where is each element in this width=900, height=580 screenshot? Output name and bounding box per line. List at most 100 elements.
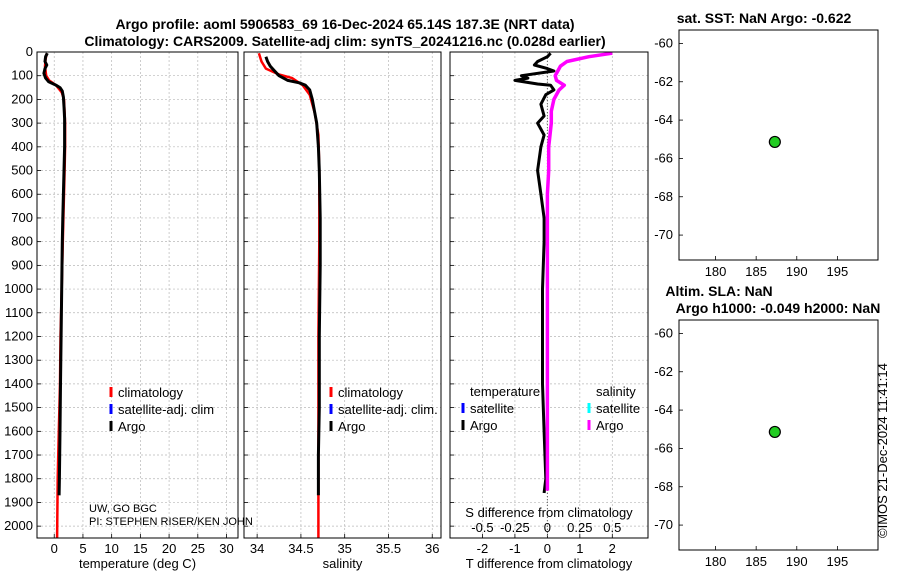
map-x-tick-label: 185 [745, 264, 767, 279]
y-tick-label: 200 [11, 91, 33, 106]
legend-temperature-header: temperature [470, 384, 540, 399]
x-axis-label: T difference from climatology [466, 556, 633, 571]
map-y-tick-label: -70 [654, 227, 673, 242]
argo-location-marker [768, 135, 781, 149]
map-y-tick-label: -64 [654, 112, 673, 127]
map-y-tick-label: -62 [654, 74, 673, 89]
figure-title-line2: Climatology: CARS2009. Satellite-adj cli… [84, 33, 605, 49]
sst-map-panel: -60 -62 -64 -66 -68 -70 180 185 190 195 sat. SST: … [654, 10, 879, 279]
legend-entry-1: satellite-adj. clim. [338, 402, 438, 417]
x-tick-label: 25 [191, 541, 205, 556]
x-tick-label: 35 [337, 541, 351, 556]
x-tick-label: 5 [79, 541, 86, 556]
x-tick-label: 0 [51, 541, 58, 556]
x-tick-label: 20 [162, 541, 176, 556]
map-title: Argo h1000: -0.049 h2000: NaN [676, 300, 881, 316]
x-axis-label: salinity [323, 556, 363, 571]
legend-entry-2: Argo [338, 419, 365, 434]
x-tick-label: -2 [477, 541, 489, 556]
y-tick-label: 700 [11, 210, 33, 225]
y-tick-label: 300 [11, 115, 33, 130]
x-tick-label: 35.5 [376, 541, 401, 556]
s-diff-axis-label: S difference from climatology [465, 505, 633, 520]
axes-frame [678, 319, 879, 551]
y-tick-label: 500 [11, 163, 33, 178]
map-y-tick-label: -60 [654, 325, 673, 340]
credit-line1: UW, GO BGC [89, 503, 157, 515]
map-y-tick-label: -64 [654, 402, 673, 417]
temperature-argo-line [42, 52, 67, 496]
x-tick-label: 10 [104, 541, 118, 556]
x-tick-label: 15 [133, 541, 147, 556]
s-diff-argo-line [545, 51, 613, 491]
y-tick-label: 1400 [4, 376, 33, 391]
legend-t-entry-1: Argo [470, 418, 497, 433]
legend-entry-2: Argo [118, 419, 145, 434]
salinity-panel: 34 34.5 35 35.5 36 salinity climatology satelli… [243, 51, 442, 571]
legend-t-entry-0: satellite [470, 401, 514, 416]
map-y-tick-label: -70 [654, 517, 673, 532]
y-tick-label: 100 [11, 68, 33, 83]
s-diff-tick-label: 0 [544, 520, 551, 535]
y-tick-label: 1500 [4, 400, 33, 415]
y-tick-label: 1300 [4, 352, 33, 367]
x-tick-label: 2 [609, 541, 616, 556]
map-y-tick-label: -60 [654, 35, 673, 50]
y-tick-label: 1100 [5, 305, 33, 320]
x-axis-label: temperature (deg C) [79, 556, 196, 571]
map-x-tick-label: 185 [745, 554, 767, 569]
x-tick-label: 1 [576, 541, 583, 556]
y-tick-label: 2000 [4, 518, 33, 533]
map-y-tick-label: -66 [654, 150, 673, 165]
y-tick-label: 800 [11, 234, 33, 249]
axes-frame [678, 29, 879, 261]
x-tick-label: 30 [219, 541, 233, 556]
y-tick-label: 400 [11, 139, 33, 154]
figure-title-line1: Argo profile: aoml 5906583_69 16-Dec-202… [115, 16, 574, 32]
s-diff-tick-label: -0.25 [500, 520, 530, 535]
axes-frame [243, 51, 442, 539]
map-y-tick-label: -68 [654, 189, 673, 204]
map-title: Altim. SLA: NaN [665, 283, 772, 299]
imos-stamp-text: ©IMOS 21-Dec-2024 11:41:14 [875, 363, 890, 538]
axes-frame [449, 51, 649, 539]
legend-entry-0: climatology [338, 385, 404, 400]
temperature-panel: UW, GO BGC PI: STEPHEN RISER/KEN JOHN 0 1… [4, 44, 253, 571]
y-tick-label: 1700 [4, 447, 33, 462]
x-tick-label: 34 [250, 541, 264, 556]
y-tick-label: 1000 [4, 281, 33, 296]
x-tick-label: -1 [509, 541, 521, 556]
salinity-climatology-line [257, 52, 321, 538]
y-tick-label: 1200 [4, 328, 33, 343]
sla-map-panel: -60 -62 -64 -66 -68 -70 180 185 190 195 Altim. SLA… [654, 283, 880, 569]
map-x-tick-label: 180 [705, 554, 727, 569]
credit-line2: PI: STEPHEN RISER/KEN JOHN [89, 516, 253, 528]
map-title: sat. SST: NaN Argo: -0.622 [677, 10, 852, 26]
y-tick-label: 1800 [4, 471, 33, 486]
argo-location-marker [768, 425, 781, 439]
x-tick-label: 36 [425, 541, 439, 556]
map-x-tick-label: 180 [705, 264, 727, 279]
y-tick-label: 1900 [4, 494, 33, 509]
legend-salinity-header: salinity [596, 384, 636, 399]
salinity-argo-line [264, 56, 322, 496]
difference-panel: -2 -1 0 1 2T difference from climatology -0.5… [449, 51, 649, 571]
map-y-tick-label: -66 [654, 440, 673, 455]
t-diff-argo-line [513, 52, 556, 494]
legend-s-entry-1: Argo [596, 418, 623, 433]
x-tick-label: 34.5 [288, 541, 313, 556]
map-x-tick-label: 195 [827, 554, 849, 569]
imos-stamp: ©IMOS 21-Dec-2024 11:41:14 [875, 338, 890, 538]
map-x-tick-label: 190 [786, 264, 808, 279]
map-x-tick-label: 190 [786, 554, 808, 569]
s-diff-tick-label: 0.5 [603, 520, 621, 535]
y-tick-label: 900 [11, 257, 33, 272]
map-y-tick-label: -62 [654, 364, 673, 379]
axes-frame [36, 51, 239, 539]
map-x-tick-label: 195 [827, 264, 849, 279]
s-diff-tick-label: 0.25 [567, 520, 592, 535]
legend-entry-1: satellite-adj. clim [118, 402, 214, 417]
map-y-tick-label: -68 [654, 479, 673, 494]
legend-entry-0: climatology [118, 385, 184, 400]
